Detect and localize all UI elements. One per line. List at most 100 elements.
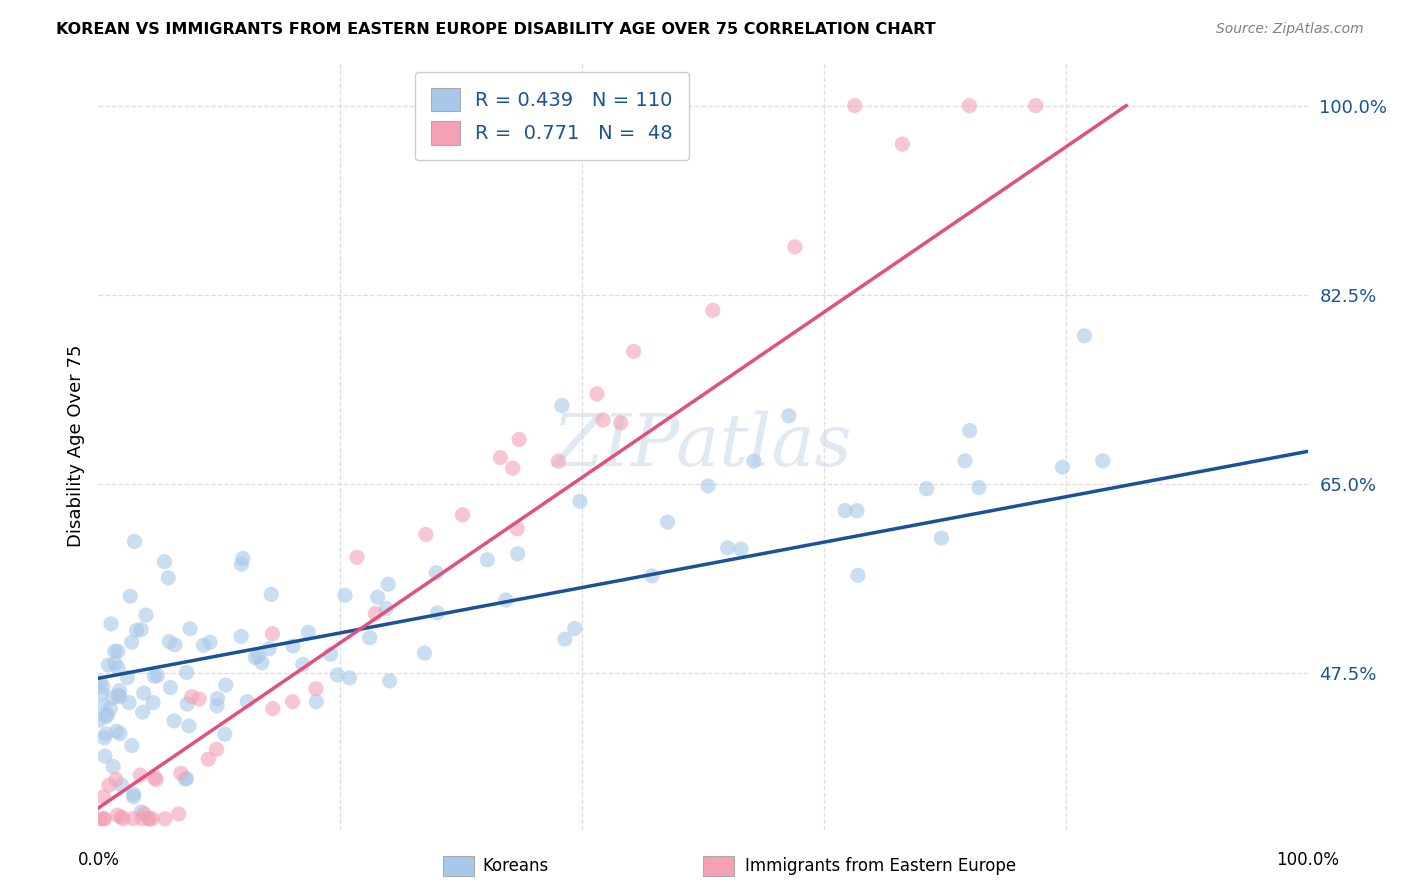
Point xyxy=(122,812,145,826)
Point xyxy=(783,240,806,254)
Point xyxy=(141,812,163,826)
Point xyxy=(124,534,146,549)
Point xyxy=(89,674,111,689)
Point xyxy=(451,508,474,522)
Point xyxy=(163,638,186,652)
Point xyxy=(359,631,381,645)
Point xyxy=(845,504,868,518)
Point xyxy=(326,668,349,682)
Point xyxy=(508,433,530,447)
Point xyxy=(1052,460,1074,475)
Point xyxy=(297,625,319,640)
Point xyxy=(260,587,283,601)
Point xyxy=(131,705,153,719)
Point xyxy=(207,691,229,706)
Point xyxy=(110,810,132,824)
Point xyxy=(778,409,800,423)
Point xyxy=(1025,98,1047,112)
Point xyxy=(131,812,153,826)
Text: 0.0%: 0.0% xyxy=(77,851,120,869)
Point xyxy=(89,812,111,826)
Point xyxy=(375,601,398,615)
Point xyxy=(105,724,128,739)
Point xyxy=(104,772,127,787)
Point xyxy=(502,461,524,475)
Point xyxy=(846,568,869,582)
Point xyxy=(262,701,284,715)
Point xyxy=(94,727,117,741)
Point xyxy=(176,772,198,786)
Point xyxy=(138,812,160,826)
Point xyxy=(564,622,586,636)
Point xyxy=(844,98,866,112)
Point xyxy=(87,713,110,727)
Point xyxy=(91,699,114,714)
Point xyxy=(243,650,266,665)
Point xyxy=(657,515,679,529)
Point xyxy=(506,522,529,536)
Point xyxy=(188,692,211,706)
Point xyxy=(146,668,169,682)
Point xyxy=(281,639,304,653)
Point xyxy=(153,555,176,569)
Point xyxy=(143,669,166,683)
Point xyxy=(176,665,198,680)
Point xyxy=(346,550,368,565)
Point xyxy=(197,752,219,766)
Point xyxy=(121,739,143,753)
Point xyxy=(931,531,953,545)
Point xyxy=(250,656,273,670)
Point xyxy=(959,424,981,438)
Point xyxy=(93,790,115,805)
Point xyxy=(107,808,129,822)
Point xyxy=(93,812,115,826)
Point xyxy=(609,416,631,430)
Point xyxy=(94,749,117,764)
Point xyxy=(176,697,198,711)
Point xyxy=(339,671,361,685)
Point xyxy=(215,678,238,692)
Point xyxy=(568,494,591,508)
Point xyxy=(415,527,437,541)
Point xyxy=(138,812,160,826)
Point xyxy=(291,657,314,672)
Point xyxy=(205,698,228,713)
Point xyxy=(586,387,609,401)
Point xyxy=(489,450,512,465)
Point xyxy=(702,303,724,318)
Point xyxy=(117,671,139,685)
Text: ZIPatlas: ZIPatlas xyxy=(553,410,853,482)
Point xyxy=(112,812,135,826)
Point xyxy=(107,688,129,702)
Point xyxy=(730,542,752,557)
Point xyxy=(333,588,356,602)
Text: KOREAN VS IMMIGRANTS FROM EASTERN EUROPE DISABILITY AGE OVER 75 CORRELATION CHAR: KOREAN VS IMMIGRANTS FROM EASTERN EUROPE… xyxy=(56,22,936,37)
Point xyxy=(506,547,529,561)
Point xyxy=(1073,328,1095,343)
Point xyxy=(957,98,980,112)
Point xyxy=(122,787,145,801)
Point xyxy=(157,571,180,585)
Point xyxy=(122,789,145,804)
Point xyxy=(108,726,131,740)
Point xyxy=(90,686,112,700)
Point xyxy=(551,399,574,413)
Point xyxy=(834,503,856,517)
Point xyxy=(281,695,304,709)
Point xyxy=(118,696,141,710)
Point xyxy=(145,772,167,787)
Point xyxy=(367,590,389,604)
Point xyxy=(143,771,166,785)
Legend: R = 0.439   N = 110, R =  0.771   N =  48: R = 0.439 N = 110, R = 0.771 N = 48 xyxy=(415,72,689,161)
Point xyxy=(413,646,436,660)
Point xyxy=(159,634,181,648)
Point xyxy=(554,632,576,646)
Point xyxy=(231,558,253,572)
Point xyxy=(891,137,914,152)
Point xyxy=(262,627,284,641)
Point xyxy=(153,812,176,826)
Point xyxy=(214,727,236,741)
Point xyxy=(110,778,132,792)
Point xyxy=(547,454,569,468)
Point xyxy=(198,635,221,649)
